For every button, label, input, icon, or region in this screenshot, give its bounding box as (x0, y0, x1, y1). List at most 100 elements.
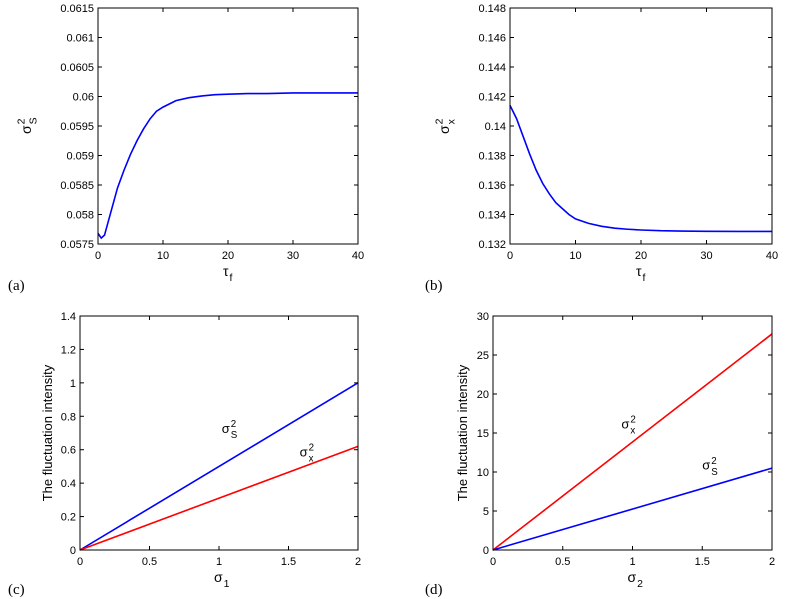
panel-label: (b) (425, 278, 443, 294)
y-tick-label: 0.2 (61, 512, 76, 524)
y-tick-label: 0.06 (73, 92, 94, 104)
x-tick-label: 0 (507, 250, 513, 262)
y-axis-label-sup: 2 (434, 118, 446, 124)
x-tick-label: 1.5 (281, 556, 296, 568)
x-tick-label: 2 (355, 556, 361, 568)
y-axis-label-sub: x (446, 118, 458, 124)
x-tick-label: 0 (95, 250, 101, 262)
x-tick-label: 40 (352, 250, 364, 262)
series-annotation-1: σ2 x (300, 443, 314, 465)
x-axis-label: σ1 (214, 569, 230, 590)
x-axis-label: τf (636, 263, 646, 284)
series-line-1 (79, 445, 359, 551)
series-annotation-1: σ2 S (702, 456, 718, 478)
series-annotation-1-sub: x (309, 454, 314, 465)
x-tick-label: 0.5 (555, 556, 570, 568)
y-tick-label: 0.4 (61, 478, 76, 490)
x-tick-label: 0 (490, 556, 496, 568)
y-tick-label: 0.138 (478, 151, 506, 163)
series-annotation-1-sup: 2 (711, 456, 716, 467)
y-tick-label: 0.0615 (60, 3, 94, 15)
y-tick-label: 30 (477, 311, 489, 323)
x-tick-label: 0 (77, 556, 83, 568)
y-tick-label: 5 (483, 506, 489, 518)
series-line-0 (492, 333, 773, 551)
y-tick-label: 0.142 (478, 92, 506, 104)
y-tick-label: 1 (70, 378, 76, 390)
y-tick-label: 1.2 (61, 344, 76, 356)
y-tick-label: 0.148 (478, 3, 506, 15)
y-tick-label: 15 (477, 428, 489, 440)
series-line-0 (509, 104, 772, 233)
y-axis-label: The fluctuation intensity (40, 364, 55, 501)
series-annotation-0-sub: S (231, 430, 238, 441)
x-tick-label: 30 (700, 250, 712, 262)
series-annotation-0: σ2 x (621, 414, 635, 436)
x-tick-label: 2 (769, 556, 775, 568)
x-tick-label: 1.5 (695, 556, 710, 568)
y-axis-label-base: σ (18, 125, 34, 134)
y-tick-label: 0.134 (478, 210, 506, 222)
y-axis-label: The fluctuation intensity (455, 364, 470, 501)
axes-frame (97, 7, 359, 245)
y-axis-label-sup: 2 (16, 118, 28, 124)
x-axis-label-sub: 2 (637, 578, 643, 590)
axes-frame (509, 7, 773, 245)
y-tick-label: 20 (477, 389, 489, 401)
x-axis-label-sub: f (230, 272, 233, 284)
y-tick-label: 25 (477, 350, 489, 362)
y-tick-label: 0.0605 (60, 62, 94, 74)
x-axis-label-sub: f (643, 272, 646, 284)
panel-label: (d) (425, 582, 443, 598)
series-annotation-1-sub: S (711, 467, 718, 478)
y-tick-label: 0.0575 (60, 239, 94, 251)
y-tick-label: 10 (477, 467, 489, 479)
x-axis-label-base: τ (636, 263, 642, 279)
x-tick-label: 20 (222, 250, 234, 262)
y-tick-label: 0.6 (61, 445, 76, 457)
series-annotation-0-sup: 2 (231, 419, 236, 430)
x-axis-label-base: σ (214, 569, 223, 585)
panel-label: (c) (8, 582, 25, 598)
panel-a: 0 10 20 30 40 0.0575 0.058 0.0585 0.059 0.0595 0.0… (8, 3, 364, 294)
x-axis-label: σ2 (628, 569, 644, 590)
series-annotation-0: σ2 S (222, 419, 238, 441)
series-annotation-0-base: σ (222, 421, 230, 436)
series-annotation-0-sup: 2 (630, 414, 635, 425)
y-tick-label: 0.0585 (60, 180, 94, 192)
y-tick-label: 0.136 (478, 180, 506, 192)
series-line-0 (97, 92, 358, 240)
x-axis-label-base: τ (223, 263, 229, 279)
axes-frame (79, 315, 359, 551)
y-axis-label-base: σ (436, 125, 452, 134)
series-annotation-0-sub: x (630, 426, 635, 437)
y-tick-label: 0.058 (66, 210, 94, 222)
y-tick-label: 0.144 (478, 62, 506, 74)
x-tick-label: 10 (157, 250, 169, 262)
y-axis-label: σ2x (434, 118, 458, 134)
series-annotation-1-sup: 2 (309, 443, 314, 454)
y-tick-label: 0.0595 (60, 121, 94, 133)
panel-label: (a) (8, 278, 25, 294)
x-tick-label: 1 (629, 556, 635, 568)
y-tick-label: 0.8 (61, 411, 76, 423)
x-tick-label: 40 (766, 250, 778, 262)
x-tick-label: 1 (216, 556, 222, 568)
series-annotation-1-base: σ (300, 444, 308, 459)
series-line-0 (79, 382, 359, 551)
y-tick-label: 1.4 (61, 311, 76, 323)
x-tick-label: 20 (635, 250, 647, 262)
y-axis-label: σ2S (16, 117, 40, 134)
series-annotation-0-base: σ (621, 416, 629, 431)
series-annotation-1-base: σ (702, 458, 710, 473)
y-axis-label-group: σ2S (16, 117, 40, 134)
y-tick-label: 0 (483, 545, 489, 557)
x-axis-label-sub: 1 (224, 578, 230, 590)
y-tick-label: 0.059 (66, 151, 94, 163)
x-axis-label-base: σ (628, 569, 637, 585)
x-tick-label: 0.5 (142, 556, 157, 568)
x-tick-label: 10 (569, 250, 581, 262)
